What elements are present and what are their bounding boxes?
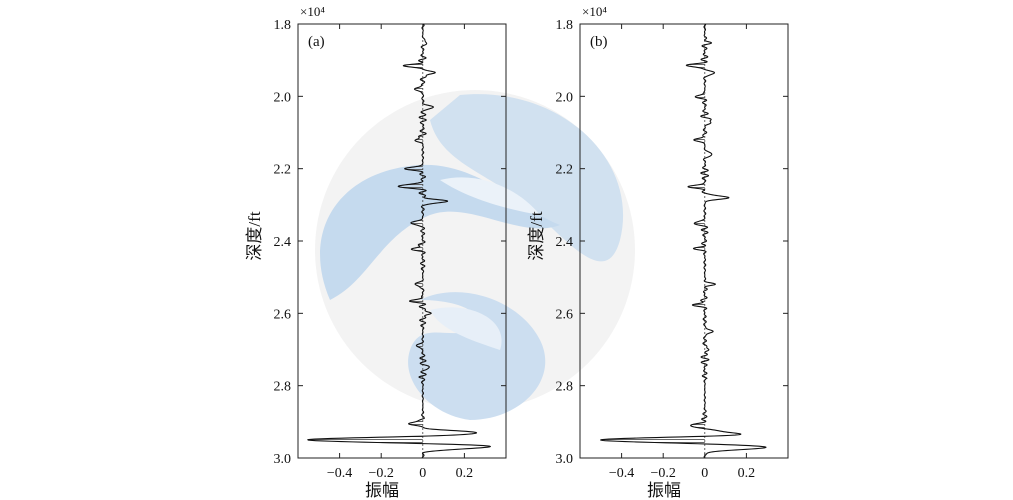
y-tick-label: 2.2 xyxy=(274,163,292,178)
y-tick-label: 2.8 xyxy=(556,380,574,395)
panel-label: (b) xyxy=(590,34,608,50)
y-tick-label: 1.8 xyxy=(556,18,574,33)
y-multiplier: ×10⁴ xyxy=(582,4,607,19)
y-axis-title: 深度/ft xyxy=(527,211,546,260)
y-tick-label: 2.8 xyxy=(274,380,292,395)
y-tick-label: 3.0 xyxy=(556,452,574,467)
y-tick-label: 2.6 xyxy=(556,307,574,322)
panel-a: 1.8 2.0 2.2 2.4 2.6 2.8 3.0 −0.4 −0.2 0 0.2 ×10⁴ (a)… xyxy=(245,4,507,500)
amplitude-trace xyxy=(600,23,767,459)
y-multiplier: ×10⁴ xyxy=(300,4,325,19)
x-tick-label: −0.4 xyxy=(609,466,634,481)
y-tick-label: 2.4 xyxy=(556,235,574,250)
x-axis-title: 振幅 xyxy=(365,481,399,500)
x-tick-label: −0.2 xyxy=(650,466,675,481)
x-tick-label: 0.2 xyxy=(456,466,474,481)
x-tick-label: 0 xyxy=(701,466,708,481)
y-axis-title: 深度/ft xyxy=(245,211,264,260)
y-tick-label: 2.0 xyxy=(556,90,574,105)
y-tick-label: 3.0 xyxy=(274,452,292,467)
y-tick-label: 2.0 xyxy=(274,90,292,105)
panel-b: 1.8 2.0 2.2 2.4 2.6 2.8 3.0 −0.4 −0.2 0 0.2 ×10⁴ (b)… xyxy=(527,4,789,500)
y-tick-label: 2.4 xyxy=(274,235,292,250)
x-tick-label: 0 xyxy=(419,466,426,481)
y-tick-label: 1.8 xyxy=(274,18,292,33)
x-tick-label: 0.2 xyxy=(738,466,756,481)
x-tick-label: −0.2 xyxy=(368,466,393,481)
amplitude-trace xyxy=(307,23,491,459)
y-tick-label: 2.2 xyxy=(556,163,574,178)
watermark-logo xyxy=(315,90,635,420)
x-axis-title: 振幅 xyxy=(647,481,681,500)
panel-label: (a) xyxy=(308,34,325,50)
y-tick-label: 2.6 xyxy=(274,307,292,322)
x-tick-label: −0.4 xyxy=(327,466,352,481)
